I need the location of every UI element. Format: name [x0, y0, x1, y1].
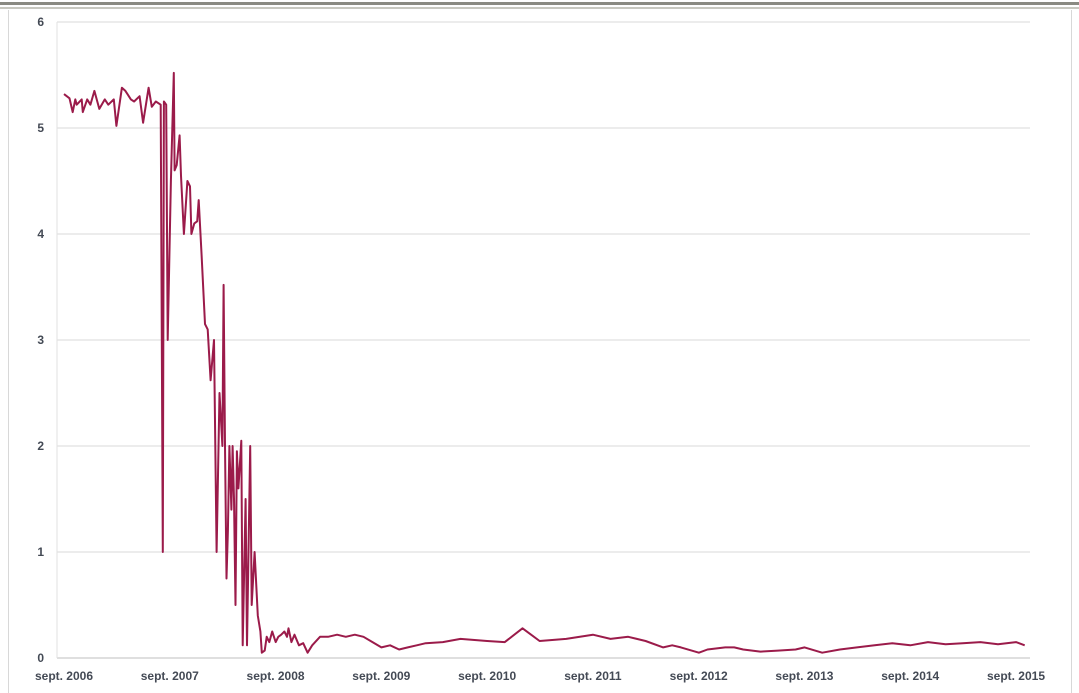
x-tick-label: sept. 2015 — [987, 669, 1045, 683]
y-tick-label: 1 — [37, 545, 44, 559]
x-tick-label: sept. 2006 — [35, 669, 93, 683]
x-tick-label: sept. 2013 — [775, 669, 833, 683]
x-tick-label: sept. 2011 — [564, 669, 622, 683]
x-tick-label: sept. 2014 — [881, 669, 939, 683]
top-border-rule-inner — [0, 7, 1079, 9]
x-tick-label: sept. 2012 — [670, 669, 728, 683]
y-tick-label: 6 — [37, 15, 44, 29]
x-tick-label: sept. 2009 — [352, 669, 410, 683]
y-tick-label: 5 — [37, 121, 44, 135]
y-tick-label: 2 — [37, 439, 44, 453]
x-tick-label: sept. 2007 — [141, 669, 199, 683]
left-border-rule — [8, 10, 9, 693]
y-tick-label: 0 — [37, 651, 44, 665]
right-border-rule — [1071, 10, 1072, 693]
series-line — [63, 71, 1026, 654]
top-border-rule — [0, 2, 1079, 5]
y-tick-label: 4 — [37, 227, 44, 241]
plot-area — [63, 71, 1026, 654]
x-tick-label: sept. 2010 — [458, 669, 516, 683]
x-axis-ticks: sept. 2006 sept. 2007 sept. 2008 sept. 2009… — [35, 669, 1045, 683]
x-tick-label: sept. 2008 — [247, 669, 305, 683]
y-axis-ticks: 0 1 2 3 4 5 6 — [37, 15, 44, 665]
y-tick-label: 3 — [37, 333, 44, 347]
gridlines — [56, 21, 1030, 659]
